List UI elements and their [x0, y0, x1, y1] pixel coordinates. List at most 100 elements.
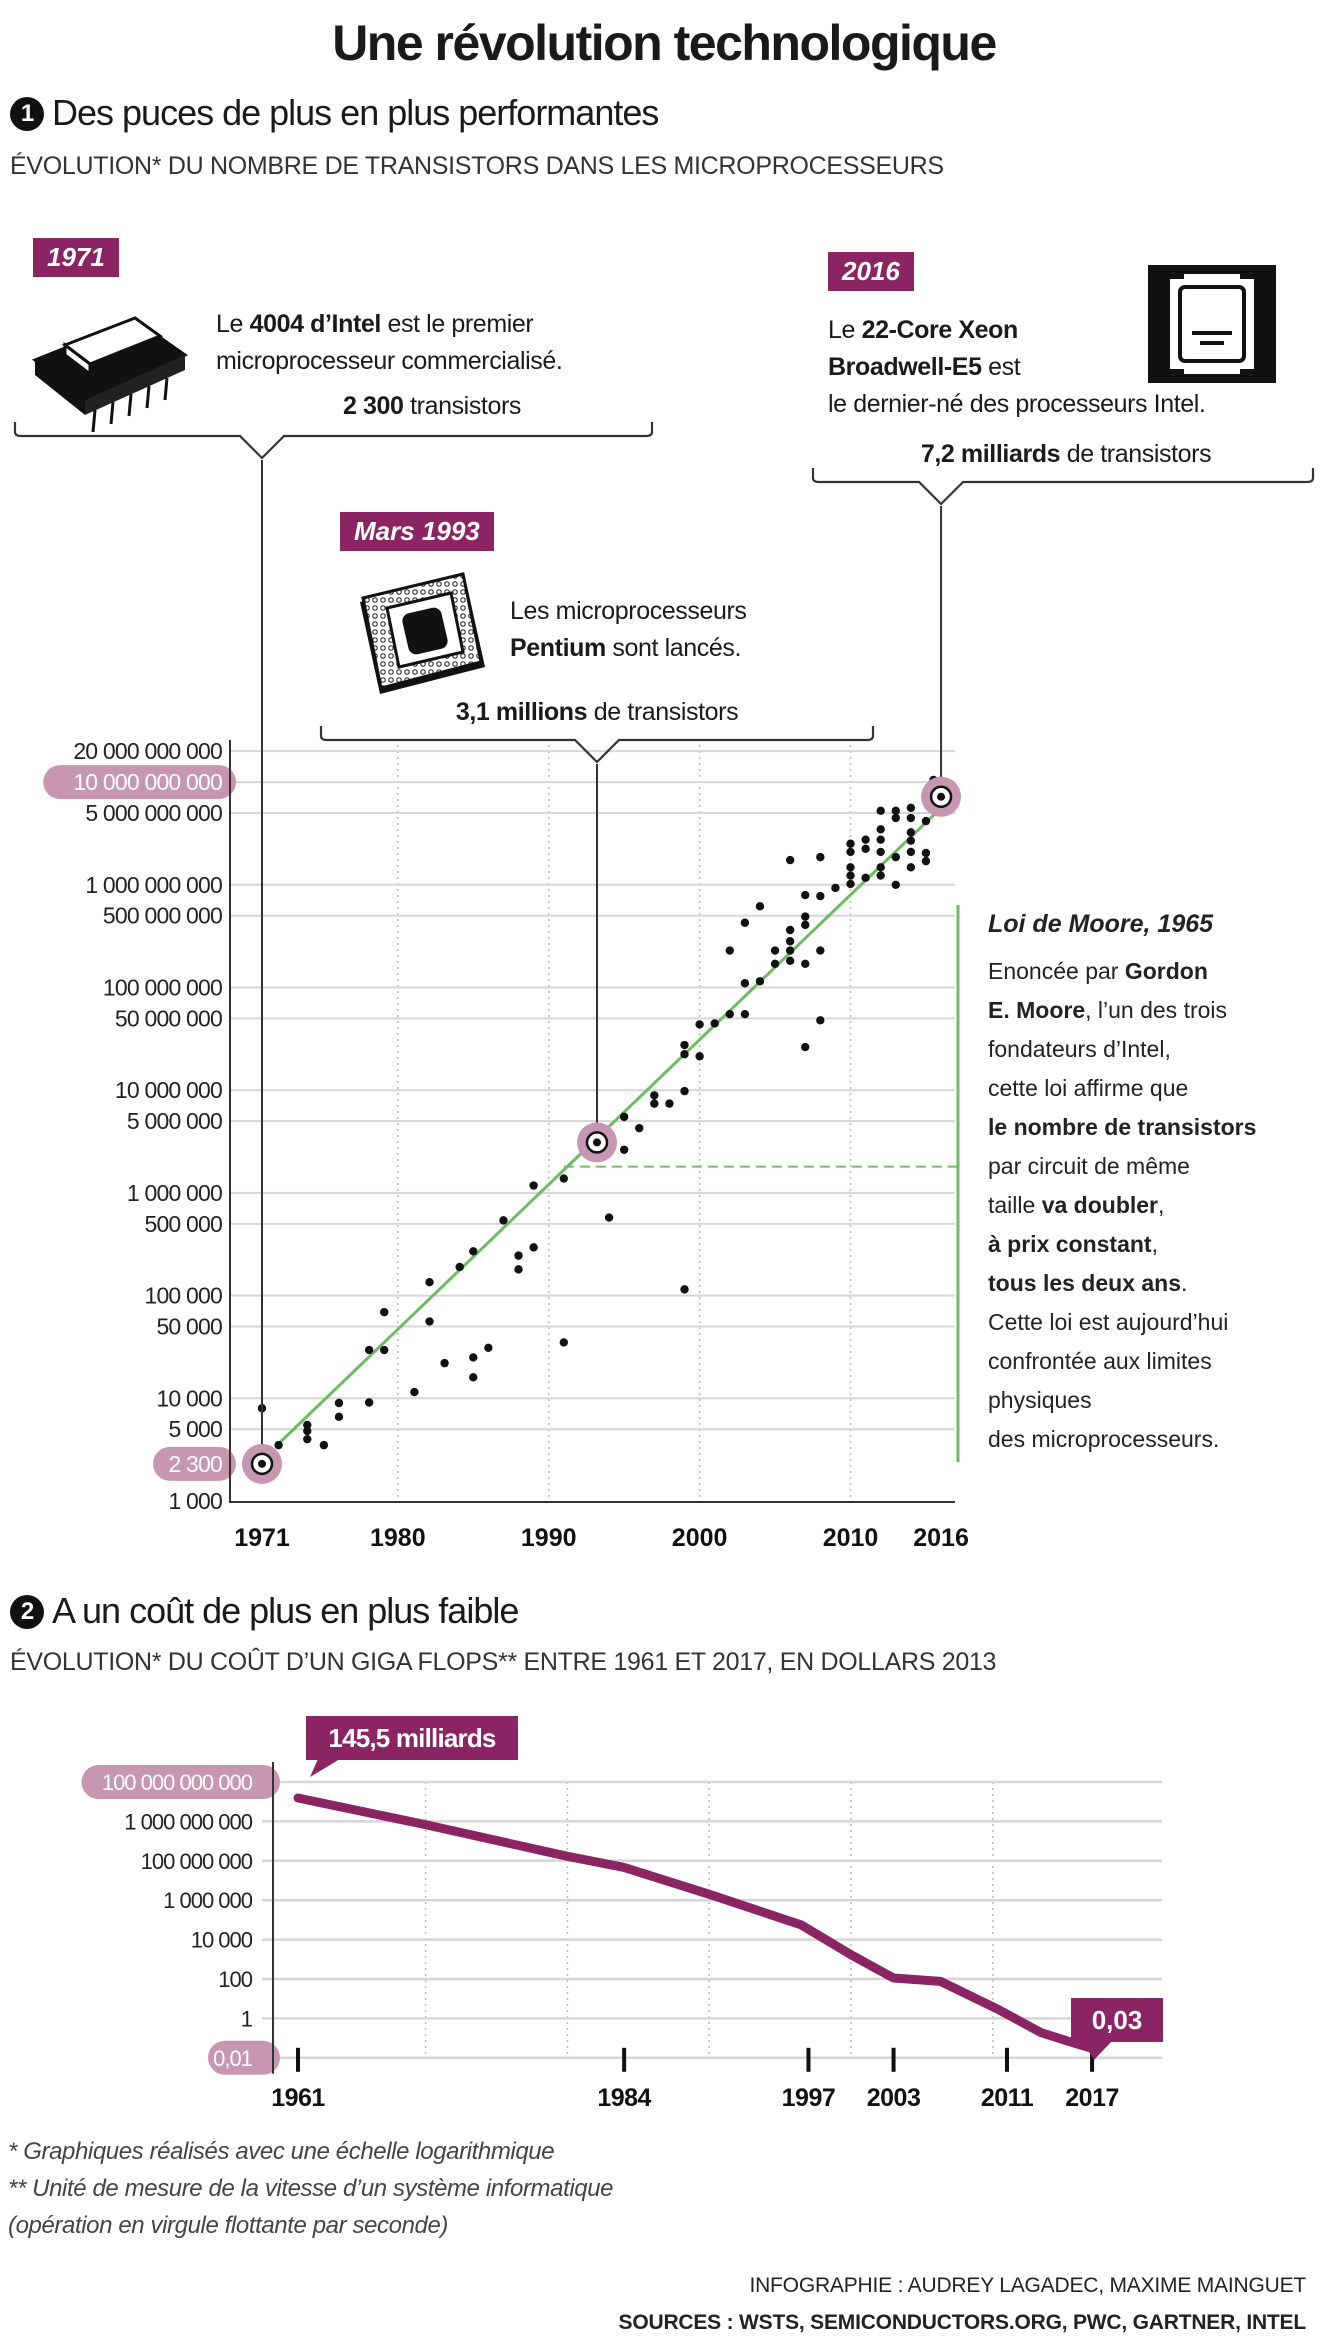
highlight-tick-pill — [153, 1446, 236, 1481]
data-point — [891, 852, 900, 862]
callout-1971-bracket — [13, 422, 654, 460]
data-point — [876, 871, 885, 880]
x-tick-label: 1980 — [370, 1524, 426, 1552]
bold-text: Gordon — [1124, 958, 1208, 984]
moore-law-line: confrontée aux limites — [988, 1342, 1328, 1381]
data-point — [559, 1174, 568, 1183]
y-tick-label: 100 — [218, 1967, 252, 1992]
moore-law-title: Loi de Moore, 1965 — [988, 910, 1214, 938]
x-tick-label: 1984 — [597, 2084, 651, 2112]
highlight-point — [937, 792, 946, 801]
data-point — [906, 828, 916, 837]
y-tick-label: 100 000 — [144, 1283, 222, 1309]
footnote: * Graphiques réalisés avec une échelle l… — [8, 2138, 555, 2165]
callout-1993-text: Les microprocesseurs Pentium sont lancés… — [510, 593, 747, 667]
bold-text: 22-Core Xeon — [861, 316, 1019, 344]
data-point — [876, 863, 885, 872]
data-point — [680, 1086, 689, 1096]
bold-text: Broadwell-E5 — [828, 353, 982, 381]
callout-1971-count: 2 300 transistors — [232, 388, 632, 425]
text: , — [1151, 1231, 1158, 1257]
section-number-badge: 2 — [10, 1595, 44, 1629]
data-point — [380, 1307, 389, 1317]
text: transistors — [403, 392, 522, 420]
gflops-cost-chart: 100 000 000 000 1 000 000 000 100 000 000 1… — [81, 1716, 1163, 2112]
callout-line: Le 22-Core Xeon — [828, 312, 1205, 349]
x-tick-label: 1971 — [234, 1524, 290, 1552]
data-point — [906, 847, 916, 857]
x-tick-label: 1990 — [521, 1524, 577, 1552]
annotation-start-box — [306, 1716, 518, 1760]
annotation-start-label: 145,5 milliards — [328, 1723, 496, 1753]
data-point — [514, 1251, 523, 1260]
data-point — [785, 956, 795, 965]
credits-infographie: INFOGRAPHIE : AUDREY LAGADEC, MAXIME MAI… — [749, 2274, 1306, 2297]
bold-text: 3,1 millions — [455, 698, 588, 726]
bold-text: à prix constant — [988, 1231, 1152, 1257]
callout-2016-tag: 2016 — [828, 252, 914, 291]
callout-1993-count: 3,1 millions de transistors — [397, 694, 797, 731]
data-point — [921, 816, 931, 826]
bold-text: va doubler — [1041, 1192, 1159, 1218]
data-point — [921, 856, 931, 866]
y-tick-label: 50 000 — [156, 1314, 222, 1340]
callout-2016-count: 7,2 milliards de transistors — [866, 436, 1266, 473]
data-point — [635, 1123, 644, 1133]
data-point — [801, 1042, 810, 1052]
data-point — [785, 855, 795, 865]
text: des microprocesseurs. — [988, 1426, 1220, 1452]
data-point — [469, 1353, 478, 1362]
y-tick-label: 0,01 — [213, 2046, 253, 2071]
y-tick-label: 20 000 000 000 — [73, 738, 222, 764]
data-point — [559, 1338, 568, 1347]
data-point — [440, 1358, 449, 1368]
data-point — [770, 946, 780, 955]
text: , — [1158, 1192, 1165, 1218]
moore-law-line: le nombre de transistors — [988, 1108, 1328, 1147]
x-tick-label: 2000 — [672, 1524, 728, 1552]
footnote: (opération en virgule flottante par seco… — [8, 2212, 449, 2239]
data-point — [514, 1265, 523, 1274]
moore-law-note: Loi de Moore, 1965 Enoncée par Gordon E. … — [988, 905, 1328, 1459]
text: cette loi affirme que — [988, 1075, 1189, 1101]
annotation-end-label: 0,03 — [1092, 2005, 1143, 2035]
text: , l’un des trois — [1085, 997, 1228, 1023]
data-point — [695, 1052, 704, 1061]
callout-1971-text: Le 4004 d’Intel est le premier microproc… — [216, 306, 563, 380]
data-point — [499, 1216, 508, 1225]
x-tick-label: 2003 — [867, 2084, 921, 2112]
data-point — [619, 1145, 629, 1154]
moore-law-line: physiques — [988, 1381, 1328, 1420]
data-point — [755, 977, 765, 986]
data-point — [604, 1213, 614, 1222]
y-tick-label: 5 000 000 000 — [85, 800, 222, 826]
annotation-end-box — [1071, 1998, 1163, 2042]
data-point — [695, 1020, 704, 1029]
x-tick-label: 2010 — [823, 1524, 879, 1552]
section2-subtitle: ÉVOLUTION* DU COÛT D’UN GIGA FLOPS** ENT… — [10, 1648, 997, 1676]
credits-sources: SOURCES : WSTS, SEMICONDUCTORS.ORG, PWC,… — [618, 2311, 1307, 2334]
callout-line: Pentium sont lancés. — [510, 630, 747, 667]
y-tick-label: 1 000 000 — [163, 1888, 253, 1913]
highlight-tick-pill — [81, 1765, 280, 1799]
bold-text: 4004 d’Intel — [249, 310, 382, 338]
data-point — [876, 825, 885, 834]
data-point — [801, 920, 810, 930]
section1-subtitle: ÉVOLUTION* DU NOMBRE DE TRANSISTORS DANS… — [10, 152, 944, 180]
data-point — [801, 890, 810, 900]
data-point — [770, 959, 780, 969]
text: confrontée aux limites — [988, 1348, 1212, 1374]
data-point — [816, 946, 825, 955]
y-tick-label: 2 300 — [168, 1451, 222, 1477]
text: fondateurs d’Intel, — [988, 1036, 1171, 1062]
text: taille — [988, 1192, 1042, 1218]
callout-2016-bracket — [811, 468, 1315, 506]
data-point — [801, 959, 810, 969]
data-point — [710, 1019, 719, 1028]
text: Enoncée par — [988, 958, 1125, 984]
data-point — [906, 803, 916, 813]
section1-heading: 1 Des puces de plus en plus performantes — [10, 92, 659, 134]
text: Les microprocesseurs — [510, 597, 747, 625]
moore-law-line: à prix constant, — [988, 1225, 1328, 1264]
data-point — [740, 1009, 750, 1019]
